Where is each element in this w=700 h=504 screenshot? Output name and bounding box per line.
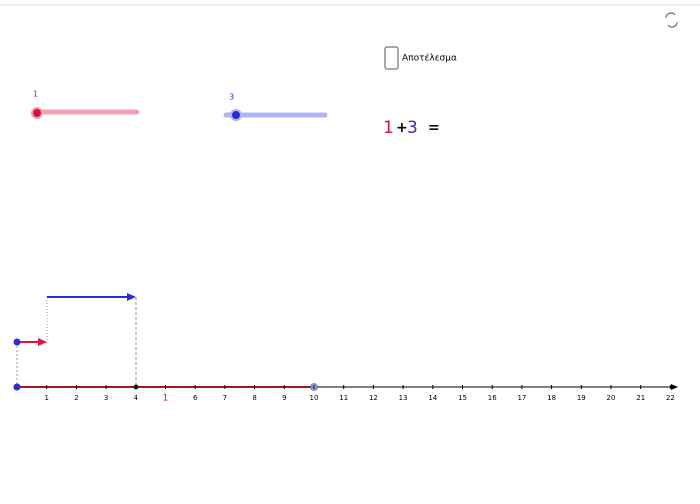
expression-equals: =	[428, 120, 440, 136]
expression-b: 3	[407, 118, 418, 138]
slider-handle[interactable]	[31, 107, 43, 119]
tick-group: 1 2 3 4 1 6 7 8 9 10 11 12 13 14 15 16 17 18 19 20 21 22	[44, 385, 675, 404]
tick-label: 11	[339, 394, 348, 402]
tick-label: 8	[252, 394, 256, 402]
slider-label: 3	[229, 93, 234, 102]
tick-label: 21	[636, 394, 645, 402]
tick-label: 2	[74, 394, 78, 402]
tick-label: 22	[666, 394, 675, 402]
refresh-icon[interactable]	[665, 12, 678, 28]
point[interactable]	[13, 383, 21, 391]
axis-arrow	[671, 384, 678, 390]
slider-label: 1	[33, 90, 38, 99]
tick-label: 1	[163, 394, 169, 404]
tick-label: 12	[369, 394, 378, 402]
tick-label: 20	[607, 394, 616, 402]
tick-label: 15	[458, 394, 467, 402]
tick-label: 14	[428, 394, 437, 402]
checkbox[interactable]	[384, 46, 399, 70]
checkbox-label[interactable]: Αποτέλεσμα	[402, 53, 457, 64]
tick-label: 18	[547, 394, 556, 402]
tick-label: 1	[44, 394, 48, 402]
tick-label: 3	[104, 394, 108, 402]
refresh-arc	[667, 21, 678, 28]
tick-label: 17	[517, 394, 526, 402]
tick-label: 6	[193, 394, 198, 402]
tick-label: 19	[577, 394, 586, 402]
vector-head	[127, 293, 136, 301]
slider-handle[interactable]	[230, 109, 242, 121]
tick-label: 9	[282, 394, 286, 402]
tick-label: 7	[223, 394, 227, 402]
tick-label: 13	[399, 394, 408, 402]
expression-plus: +	[396, 120, 408, 136]
point[interactable]	[13, 338, 21, 346]
vector-head	[38, 338, 47, 346]
refresh-arc	[665, 12, 676, 19]
expression-a: 1	[383, 118, 394, 138]
tick-label: 16	[488, 394, 497, 402]
tick-label: 4	[134, 394, 139, 402]
tick-label: 10	[310, 394, 319, 402]
